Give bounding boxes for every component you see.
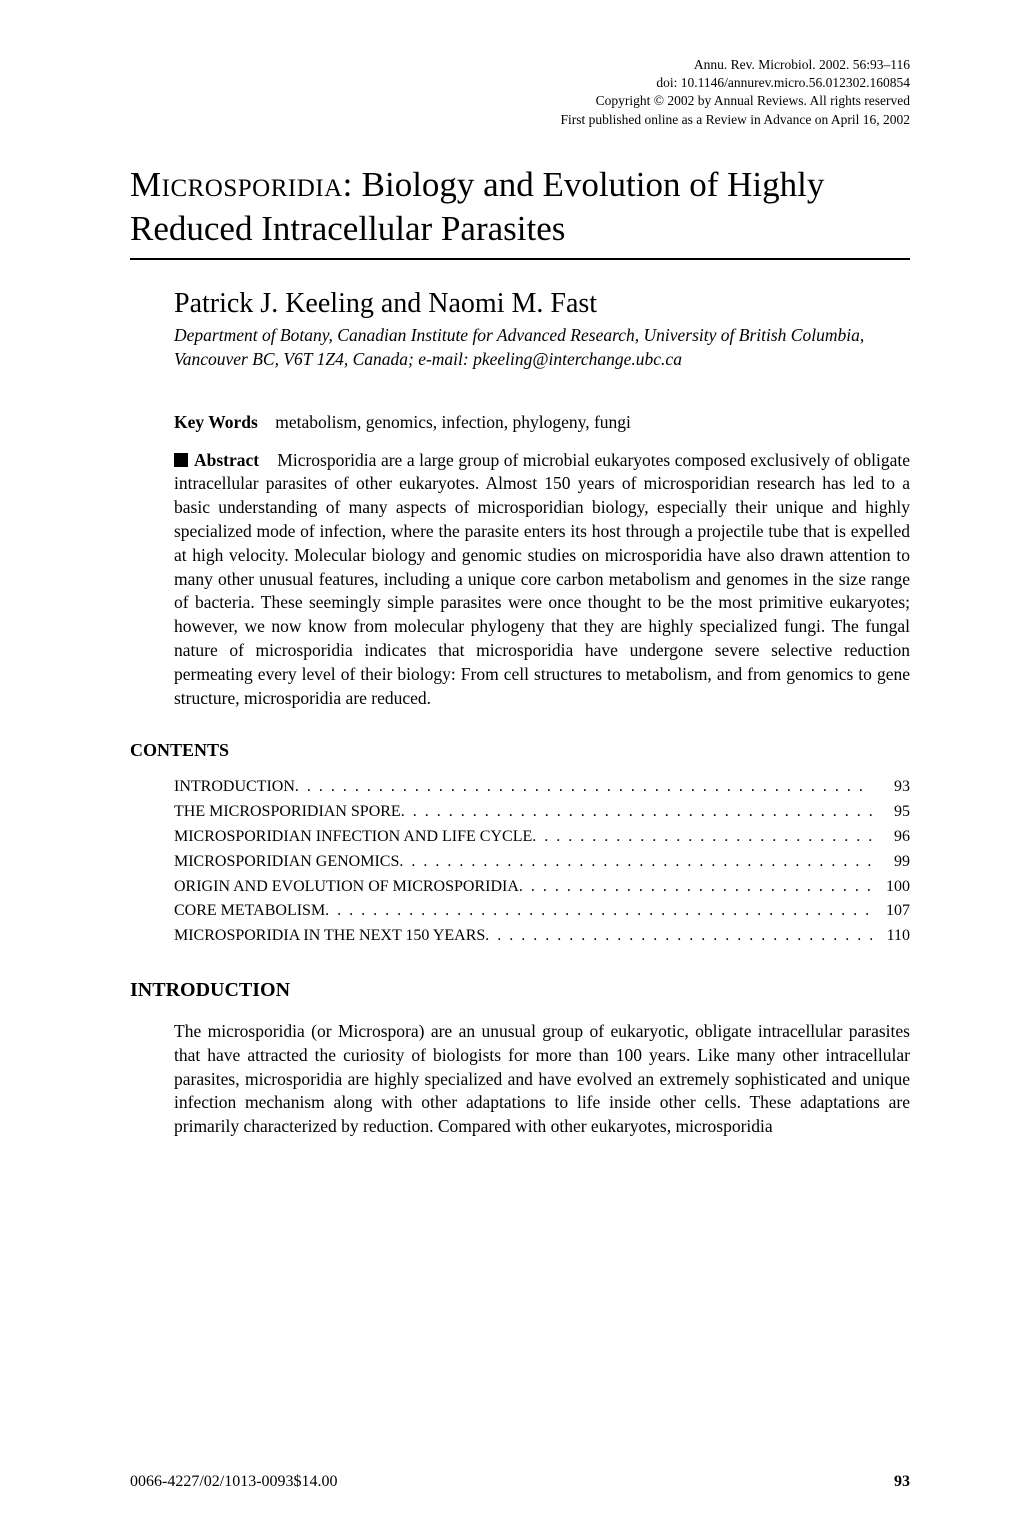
- toc-label: MICROSPORIDIAN INFECTION AND LIFE CYCLE: [174, 825, 532, 850]
- introduction-paragraph: The microsporidia (or Microspora) are an…: [130, 1020, 910, 1139]
- toc-dots: [485, 924, 872, 949]
- toc-row: THE MICROSPORIDIAN SPORE 95: [174, 800, 910, 825]
- authors: Patrick J. Keeling and Naomi M. Fast: [130, 288, 910, 320]
- page-footer: 0066-4227/02/1013-0093$14.00 93: [130, 1473, 910, 1491]
- square-bullet-icon: [174, 453, 188, 467]
- toc-dots: [519, 875, 872, 900]
- toc-dots: [399, 850, 872, 875]
- toc-row: INTRODUCTION 93: [174, 775, 910, 800]
- toc-page: 93: [872, 775, 910, 800]
- toc-page: 110: [872, 924, 910, 949]
- meta-firstpub: First published online as a Review in Ad…: [130, 111, 910, 129]
- toc-dots: [325, 899, 872, 924]
- toc-page: 96: [872, 825, 910, 850]
- toc-page: 100: [872, 875, 910, 900]
- title-smallcaps: Microsporidia:: [130, 165, 353, 204]
- abstract-label: Abstract: [194, 450, 259, 470]
- toc-label: MICROSPORIDIA IN THE NEXT 150 YEARS: [174, 924, 485, 949]
- toc-row: MICROSPORIDIA IN THE NEXT 150 YEARS 110: [174, 924, 910, 949]
- toc-page: 99: [872, 850, 910, 875]
- toc-row: CORE METABOLISM 107: [174, 899, 910, 924]
- table-of-contents: INTRODUCTION 93 THE MICROSPORIDIAN SPORE…: [130, 775, 910, 949]
- toc-page: 95: [872, 800, 910, 825]
- toc-row: MICROSPORIDIAN GENOMICS 99: [174, 850, 910, 875]
- title-divider: [130, 258, 910, 260]
- abstract: Abstract Microsporidia are a large group…: [130, 449, 910, 711]
- contents-heading: CONTENTS: [130, 740, 910, 761]
- keywords-line: Key Words metabolism, genomics, infectio…: [130, 412, 910, 433]
- introduction-heading: INTRODUCTION: [130, 979, 910, 1002]
- toc-label: CORE METABOLISM: [174, 899, 325, 924]
- meta-copyright: Copyright © 2002 by Annual Reviews. All …: [130, 92, 910, 110]
- meta-copyright-suffix: 2002 by Annual Reviews. All rights reser…: [664, 93, 910, 108]
- keywords-text: metabolism, genomics, infection, phyloge…: [275, 412, 631, 432]
- toc-label: MICROSPORIDIAN GENOMICS: [174, 850, 399, 875]
- toc-label: THE MICROSPORIDIAN SPORE: [174, 800, 401, 825]
- toc-label: INTRODUCTION: [174, 775, 295, 800]
- article-title: Microsporidia: Biology and Evolution of …: [130, 163, 910, 251]
- toc-dots: [295, 775, 872, 800]
- meta-copyright-prefix: Copyright: [596, 93, 654, 108]
- abstract-text: Microsporidia are a large group of micro…: [174, 450, 910, 708]
- keywords-label: Key Words: [174, 412, 258, 432]
- toc-row: ORIGIN AND EVOLUTION OF MICROSPORIDIA 10…: [174, 875, 910, 900]
- toc-dots: [532, 825, 872, 850]
- toc-page: 107: [872, 899, 910, 924]
- footer-code: 0066-4227/02/1013-0093$14.00: [130, 1473, 338, 1491]
- copyright-icon: ©: [654, 93, 664, 108]
- toc-label: ORIGIN AND EVOLUTION OF MICROSPORIDIA: [174, 875, 519, 900]
- meta-doi: doi: 10.1146/annurev.micro.56.012302.160…: [130, 74, 910, 92]
- toc-dots: [401, 800, 872, 825]
- journal-meta: Annu. Rev. Microbiol. 2002. 56:93–116 do…: [130, 56, 910, 129]
- page-number: 93: [894, 1473, 910, 1491]
- toc-row: MICROSPORIDIAN INFECTION AND LIFE CYCLE …: [174, 825, 910, 850]
- affiliation: Department of Botany, Canadian Institute…: [130, 324, 910, 371]
- meta-citation: Annu. Rev. Microbiol. 2002. 56:93–116: [130, 56, 910, 74]
